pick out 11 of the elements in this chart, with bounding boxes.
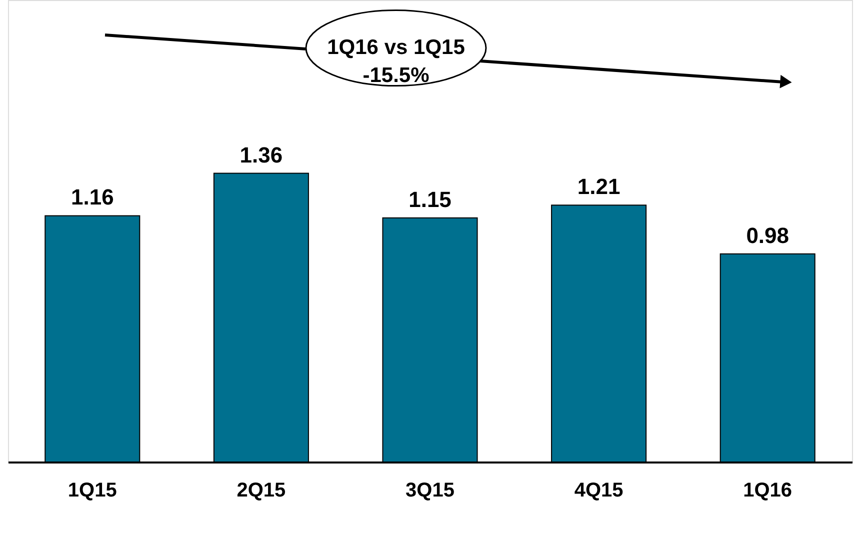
data-label: 1.16 xyxy=(70,184,114,210)
x-tick-label: 1Q16 xyxy=(743,480,792,502)
x-tick-label: 1Q15 xyxy=(68,480,117,502)
x-tick-label: 4Q15 xyxy=(574,480,624,502)
data-label: 1.15 xyxy=(408,186,452,212)
data-label: 0.98 xyxy=(746,222,790,248)
text: 1Q16 vs 1Q15 -15.5% xyxy=(327,36,466,87)
data-label: 1.36 xyxy=(240,142,283,168)
x-tick-label: 2Q15 xyxy=(236,480,286,502)
data-label: 1.21 xyxy=(577,174,620,200)
x-tick-label: 3Q15 xyxy=(406,480,454,502)
